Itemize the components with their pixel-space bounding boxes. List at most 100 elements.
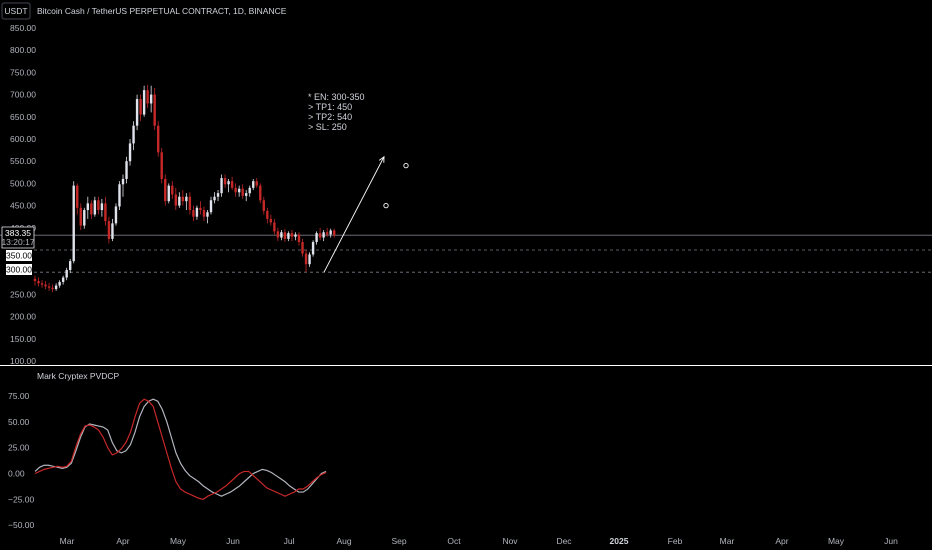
time-tick-label: May — [828, 536, 845, 546]
candle-body — [252, 181, 255, 188]
currency-button[interactable]: USDT — [1, 2, 31, 20]
candle — [213, 192, 216, 204]
candle — [234, 183, 237, 197]
candle-body — [40, 283, 44, 285]
time-tick-label: May — [170, 536, 187, 546]
level-tag-350-label: 350.00 — [6, 251, 32, 261]
candle — [333, 228, 336, 238]
candle-body — [209, 200, 213, 213]
candle-body — [86, 203, 89, 211]
candle — [160, 147, 163, 184]
candle — [174, 187, 177, 211]
price-tick-label: 850.00 — [10, 23, 36, 33]
candle-body — [93, 200, 97, 215]
candle-body — [245, 193, 248, 196]
price-tick-label: 100.00 — [10, 356, 36, 366]
candle — [304, 250, 308, 273]
indicator-tick-label: 0.00 — [8, 469, 25, 479]
candle-body — [139, 99, 142, 115]
candle-body — [135, 99, 139, 126]
time-tick-label: Mar — [60, 536, 75, 546]
candle-body — [259, 185, 262, 201]
candle — [297, 232, 301, 246]
candle-body — [69, 261, 72, 270]
candle — [149, 85, 153, 113]
candle-body — [79, 207, 82, 226]
projection-arrow[interactable] — [323, 155, 409, 273]
candle-body — [142, 90, 146, 115]
candle — [188, 192, 192, 215]
candle — [153, 87, 156, 131]
candle — [104, 196, 107, 226]
price-tick-label: 650.00 — [10, 112, 36, 122]
candle-body — [290, 233, 294, 237]
projection-line[interactable] — [323, 156, 385, 273]
candle — [51, 284, 54, 293]
candle — [72, 181, 75, 264]
candle — [54, 283, 58, 291]
price-tick-label: 150.00 — [10, 334, 36, 344]
candle — [111, 218, 114, 242]
candle-body — [192, 210, 195, 217]
price-tick-label: 250.00 — [10, 289, 36, 299]
currency-button-label[interactable]: USDT — [4, 6, 27, 16]
candle-body — [273, 222, 276, 232]
candle — [121, 174, 125, 197]
candle-body — [51, 287, 54, 290]
price-tick-label: 450.00 — [10, 201, 36, 211]
countdown-timer: 13:20:17 — [1, 237, 34, 247]
candle-body — [199, 207, 202, 211]
candle — [202, 206, 206, 222]
candle — [230, 176, 234, 191]
time-tick-label: Sep — [391, 536, 406, 546]
target-marker-1[interactable] — [383, 202, 389, 209]
trade-annotation[interactable]: * EN: 300-350 > TP1: 450 > TP2: 540 > SL… — [308, 92, 365, 132]
candle — [287, 231, 290, 242]
candle — [262, 196, 265, 215]
candle-body — [280, 232, 283, 238]
candle — [93, 196, 97, 217]
candle — [185, 193, 188, 211]
candlestick-series[interactable] — [33, 84, 336, 293]
price-tick-label: 750.00 — [10, 67, 36, 77]
candle — [322, 230, 325, 242]
candle-body — [167, 185, 170, 202]
candle — [167, 183, 170, 204]
candle — [33, 275, 37, 286]
candle-body — [97, 200, 100, 211]
candle-body — [248, 187, 251, 194]
candle-body — [157, 125, 160, 153]
time-tick-label: Jun — [884, 536, 898, 546]
candle — [100, 198, 104, 217]
candle — [209, 196, 213, 215]
price-tick-label: 200.00 — [10, 312, 36, 322]
candle-body — [234, 187, 237, 193]
chart-title: Bitcoin Cash / TetherUS PERPETUAL CONTRA… — [37, 6, 287, 16]
candle — [192, 205, 195, 222]
candle — [276, 227, 280, 242]
candle-body — [174, 194, 177, 206]
target-marker-2[interactable] — [403, 162, 409, 169]
candle-body — [149, 94, 153, 104]
candle-body — [90, 203, 93, 215]
candle-body — [220, 178, 223, 194]
candle — [107, 216, 111, 244]
candle — [283, 228, 287, 243]
indicator-axis-ticks: 75.00 50.00 25.00 0.00 −25.00 −50.00 — [8, 391, 35, 530]
candle-body — [44, 284, 47, 287]
candle — [128, 139, 132, 166]
level-tag-350: 350.00 — [6, 250, 32, 261]
candle-body — [230, 181, 234, 188]
candle — [79, 203, 82, 231]
signal-line — [34, 398, 327, 500]
candle — [266, 207, 269, 224]
candle — [280, 230, 283, 241]
candle — [216, 190, 220, 202]
candle — [311, 240, 315, 257]
candle — [318, 227, 322, 241]
candle-body — [100, 203, 104, 211]
candle-body — [153, 94, 156, 126]
candle — [37, 277, 40, 287]
